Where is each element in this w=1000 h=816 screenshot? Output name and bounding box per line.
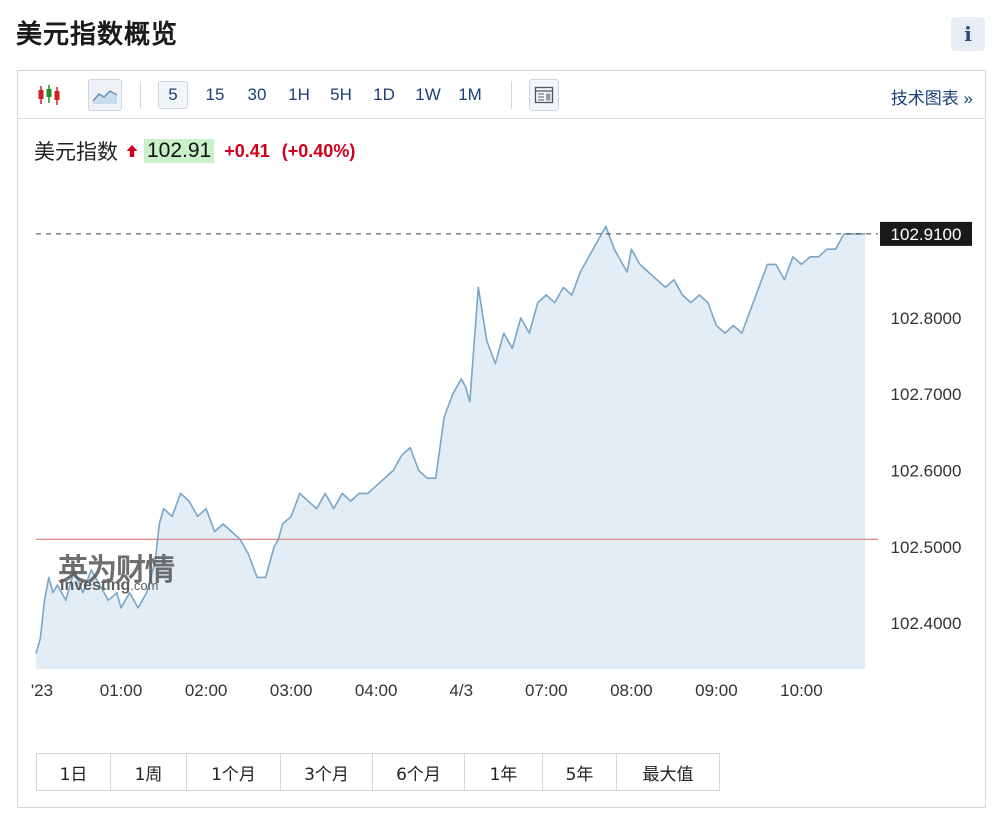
watermark-en-suffix: .com: [130, 578, 159, 593]
interval-1w[interactable]: 1W: [415, 85, 441, 104]
y-tick-label: 102.8000: [891, 309, 962, 328]
technical-chart-link[interactable]: 技术图表 »: [890, 89, 973, 108]
x-tick-label: 03:00: [270, 681, 313, 700]
area-chart-icon[interactable]: [88, 79, 122, 111]
x-tick-label: 08:00: [610, 681, 653, 700]
interval-5h[interactable]: 5H: [330, 85, 352, 104]
chart-toolbar: 5 15 30 1H 5H 1D 1W 1M 技术图表 »: [18, 71, 985, 119]
x-tick-label: 09:00: [695, 681, 738, 700]
investing-watermark: 英为财情 Investing.com: [58, 545, 218, 605]
x-tick-label: 4/3: [449, 681, 473, 700]
time-range-selector: 1日 1周 1个月 3个月 6个月 1年 5年 最大值: [36, 753, 720, 791]
toolbar-separator: [511, 81, 512, 109]
interval-1d[interactable]: 1D: [373, 85, 395, 104]
interval-15[interactable]: 15: [205, 85, 225, 104]
up-arrow-icon: [126, 144, 138, 158]
range-1week[interactable]: 1周: [111, 754, 187, 790]
watermark-en: Investing.com: [60, 577, 158, 595]
chart-panel: 5 15 30 1H 5H 1D 1W 1M 技术图表 » 美元指数 102.9…: [17, 70, 986, 808]
range-3month[interactable]: 3个月: [281, 754, 373, 790]
range-1day[interactable]: 1日: [37, 754, 111, 790]
price-change: +0.41: [224, 140, 270, 161]
range-5year[interactable]: 5年: [543, 754, 617, 790]
x-tick-label: 02:00: [185, 681, 228, 700]
last-price: 102.91: [144, 139, 215, 163]
x-tick-label: 07:00: [525, 681, 568, 700]
price-change-percent: (+0.40%): [281, 140, 356, 161]
y-tick-label: 102.5000: [891, 538, 962, 557]
watermark-en-name: Investing: [60, 577, 131, 594]
x-tick-label: 01:00: [100, 681, 143, 700]
layout-icon[interactable]: [529, 79, 559, 111]
y-tick-label: 102.4000: [891, 614, 962, 633]
interval-1h[interactable]: 1H: [288, 85, 310, 104]
toolbar-separator: [140, 81, 141, 109]
price-series-line: [35, 225, 866, 654]
last-price-label: 102.9100: [891, 225, 962, 244]
range-1month[interactable]: 1个月: [187, 754, 281, 790]
watermark-cn: 英为财情: [58, 553, 175, 588]
interval-1m[interactable]: 1M: [458, 85, 482, 104]
x-tick-label: 04:00: [355, 681, 398, 700]
instrument-name: 美元指数: [34, 141, 118, 164]
x-tick-label: '23: [31, 681, 53, 700]
last-price-label-box: [880, 221, 972, 246]
range-max[interactable]: 最大值: [617, 754, 719, 790]
y-tick-label: 102.7000: [891, 385, 962, 404]
range-6month[interactable]: 6个月: [373, 754, 465, 790]
price-chart: 102.9100 102.4000 102.5000 102.6000 102.7000…: [31, 221, 972, 700]
range-1year[interactable]: 1年: [465, 754, 543, 790]
info-button[interactable]: i: [951, 17, 985, 51]
page-title: 美元指数概览: [16, 20, 179, 50]
candlestick-icon[interactable]: [32, 79, 66, 111]
y-tick-label: 102.6000: [891, 462, 962, 481]
quote-row: 美元指数 102.91 +0.41 (+0.40%): [34, 137, 355, 165]
interval-30[interactable]: 30: [247, 85, 267, 104]
price-area-fill: [36, 226, 866, 670]
interval-5[interactable]: 5: [158, 81, 188, 109]
x-tick-label: 10:00: [780, 681, 823, 700]
